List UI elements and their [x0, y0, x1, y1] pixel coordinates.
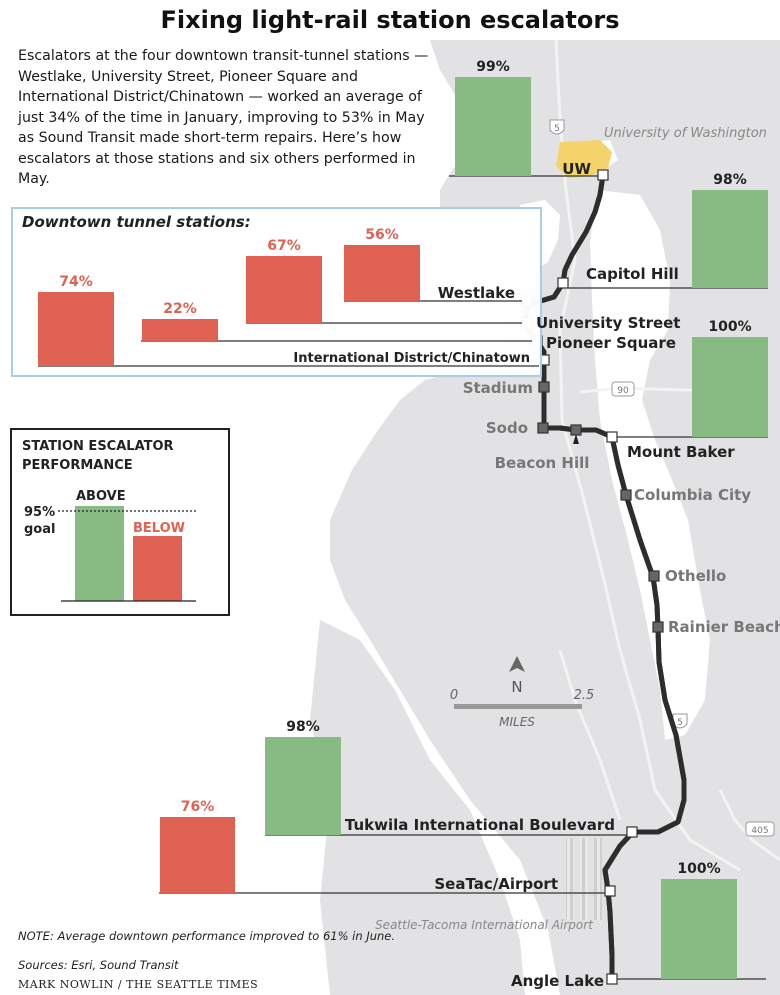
label-angle-lake: Angle Lake [511, 972, 604, 990]
bar-uw [455, 77, 531, 176]
north-arrow-icon: N [509, 656, 525, 696]
station-marker-columbia-city [620, 489, 632, 501]
label-stadium: Stadium [463, 379, 533, 397]
lake-washington [590, 190, 710, 740]
label-rainier-beach: Rainier Beach [668, 618, 780, 636]
svg-text:goal: goal [24, 522, 55, 537]
sources-text: Sources: Esri, Sound Transit [18, 958, 179, 972]
svg-text:5: 5 [677, 718, 683, 728]
i5-shield-north: 5 [549, 119, 565, 135]
svg-text:5: 5 [554, 124, 560, 134]
value-label-angle-lake: 100% [677, 861, 720, 877]
label-university-street: University Street [536, 314, 680, 332]
i405-shield: 405 [745, 821, 775, 837]
label-capitol-hill: Capitol Hill [586, 265, 679, 283]
value-label-uw: 99% [476, 59, 510, 75]
bar-capitol-hill [692, 190, 768, 288]
label-pioneer-square: Pioneer Square [546, 334, 676, 352]
value-label-international-district-chinatown: 74% [59, 274, 93, 290]
scale-bar: 0 2.5 MILES [450, 688, 594, 729]
svg-text:90: 90 [617, 386, 629, 396]
bar-mount-baker [692, 337, 768, 437]
label-westlake: Westlake [438, 284, 515, 302]
value-label-capitol-hill: 98% [713, 172, 747, 188]
value-label-tukwila-international-boulevard: 76% [181, 799, 215, 815]
value-label-westlake: 56% [365, 227, 399, 243]
svg-text:0: 0 [450, 688, 458, 703]
data-bars: 99% 98% 56% 22% 67% 74% 100% 76% 98% 100% [38, 59, 768, 979]
downtown-box-label: Downtown tunnel stations: [22, 213, 251, 231]
intro-text: Escalators at the four downtown transit-… [18, 48, 429, 187]
label-seatac: SeaTac/Airport [434, 875, 558, 893]
bar-international-district-chinatown [38, 292, 114, 366]
label-othello: Othello [665, 567, 726, 585]
svg-text:405: 405 [751, 826, 768, 836]
svg-text:95%: 95% [24, 505, 55, 520]
bar-tukwila-international-boulevard [160, 817, 235, 893]
legend-above-bar [75, 506, 124, 601]
svg-text:BELOW: BELOW [133, 521, 185, 536]
station-marker-othello [648, 570, 660, 582]
value-label-mount-baker: 100% [708, 319, 751, 335]
beacon-hill-pointer-icon [573, 434, 579, 444]
label-international-district: International District/Chinatown [293, 351, 530, 366]
station-marker-rainier-beach [652, 621, 664, 633]
value-label-seatac-airport: 98% [286, 719, 320, 735]
label-columbia-city: Columbia City [634, 486, 751, 504]
svg-text:STATION ESCALATOR: STATION ESCALATOR [22, 439, 174, 454]
bar-westlake [344, 245, 420, 301]
svg-text:ABOVE: ABOVE [76, 489, 126, 504]
value-label-university-street: 22% [163, 301, 197, 317]
note-text: NOTE: Average downtown performance impro… [18, 929, 396, 943]
page-title: Fixing light-rail station escalators [160, 6, 620, 34]
label-sodo: Sodo [486, 419, 528, 437]
i90-shield: 90 [611, 381, 635, 397]
station-marker-stadium [538, 381, 550, 393]
bar-angle-lake [661, 879, 737, 979]
station-marker-tukwila [626, 826, 638, 838]
label-tukwila: Tukwila International Boulevard [345, 816, 615, 834]
west-seattle-land [310, 620, 525, 995]
bar-seatac-airport [265, 737, 341, 835]
credit-text: MARK NOWLIN / THE SEATTLE TIMES [18, 978, 259, 991]
label-university-of-washington: University of Washington [604, 126, 767, 141]
station-marker-mount-baker [606, 431, 618, 443]
station-marker-angle-lake [606, 973, 618, 985]
station-marker-capitol-hill [557, 277, 569, 289]
svg-text:N: N [511, 678, 522, 696]
label-beacon-hill: Beacon Hill [495, 454, 590, 472]
station-marker-uw [597, 169, 609, 181]
airport-runways [566, 838, 602, 920]
svg-text:MILES: MILES [499, 715, 535, 729]
station-marker-beacon-hill [570, 424, 582, 436]
legend-below-bar [133, 536, 182, 601]
uw-campus [556, 140, 612, 178]
bar-pioneer-square [246, 256, 322, 323]
value-label-pioneer-square: 67% [267, 238, 301, 254]
bar-university-street [142, 319, 218, 341]
roads [554, 39, 780, 872]
legend: STATION ESCALATOR PERFORMANCE ABOVE BELO… [10, 428, 230, 616]
label-mount-baker: Mount Baker [627, 443, 735, 461]
svg-text:PERFORMANCE: PERFORMANCE [22, 458, 133, 473]
station-marker-sodo [537, 422, 549, 434]
label-uw: UW [562, 160, 591, 178]
station-marker-seatac [604, 885, 616, 897]
svg-text:2.5: 2.5 [574, 688, 595, 703]
label-airport: Seattle-Tacoma International Airport [375, 918, 594, 932]
